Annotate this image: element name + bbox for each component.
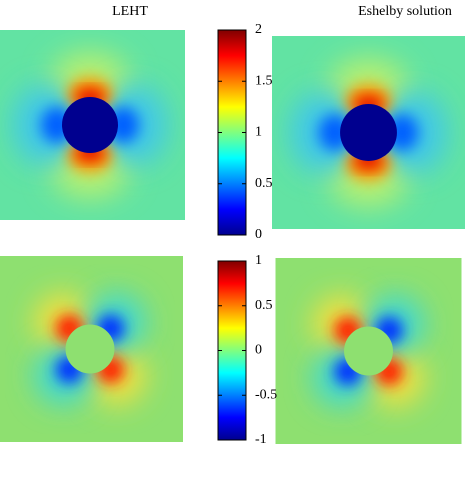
tick-label: 1.5 — [255, 73, 273, 88]
tick-label: 1 — [255, 125, 262, 140]
column-title: Eshelby solution — [358, 4, 452, 19]
tick-label: 0.5 — [255, 298, 273, 313]
tick-label: 1 — [255, 253, 262, 268]
tick-label: 0 — [255, 343, 262, 358]
field-plot — [276, 258, 462, 444]
colorbar — [217, 29, 247, 236]
tick-label: -0.5 — [255, 387, 277, 402]
field-plot — [0, 256, 183, 442]
field-plot — [0, 30, 185, 220]
tick-label: 0.5 — [255, 176, 273, 191]
tick-label: 2 — [255, 22, 262, 37]
colorbar — [217, 260, 247, 441]
field-plot — [272, 36, 465, 229]
tick-label: -1 — [255, 432, 267, 447]
tick-label: 0 — [255, 227, 262, 242]
column-title: LEHT — [112, 4, 148, 19]
